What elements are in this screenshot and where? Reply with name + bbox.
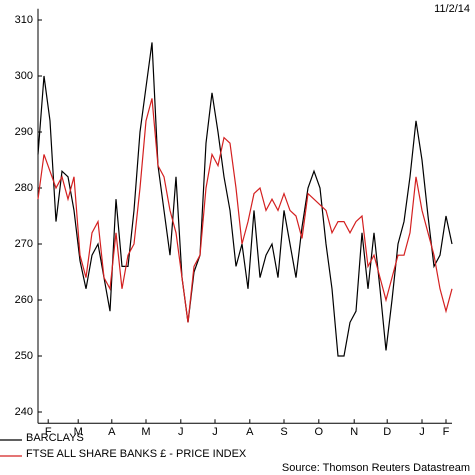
y-tick-label: 250 xyxy=(15,350,33,362)
x-tick-label: F xyxy=(45,426,52,438)
x-tick-label: A xyxy=(246,426,254,438)
y-tick-label: 280 xyxy=(15,182,33,194)
x-tick-label: O xyxy=(315,426,324,438)
y-tick-label: 260 xyxy=(15,294,33,306)
x-tick-label: M xyxy=(141,426,150,438)
x-tick-label: M xyxy=(74,426,83,438)
x-tick-label: D xyxy=(383,426,391,438)
series-line xyxy=(37,42,453,357)
series-line xyxy=(37,98,453,323)
legend-label: BARCLAYS xyxy=(26,432,84,444)
x-tick-label: S xyxy=(280,426,287,438)
source: Source: Thomson Reuters Datastream xyxy=(282,462,470,474)
y-tick-label: 300 xyxy=(15,70,33,82)
x-tick-label: N xyxy=(350,426,358,438)
x-tick-label: J xyxy=(212,426,218,438)
x-tick-label: A xyxy=(108,426,116,438)
y-tick-label: 240 xyxy=(15,406,33,418)
y-tick-label: 270 xyxy=(15,238,33,250)
x-tick-label: F xyxy=(443,426,450,438)
x-tick-label: J xyxy=(178,426,184,438)
date: 11/2/14 xyxy=(434,3,470,15)
x-tick-label: J xyxy=(419,426,425,438)
y-tick-label: 310 xyxy=(15,14,33,26)
y-tick-label: 290 xyxy=(15,126,33,138)
legend-label: FTSE ALL SHARE BANKS £ - PRICE INDEX xyxy=(26,448,247,460)
